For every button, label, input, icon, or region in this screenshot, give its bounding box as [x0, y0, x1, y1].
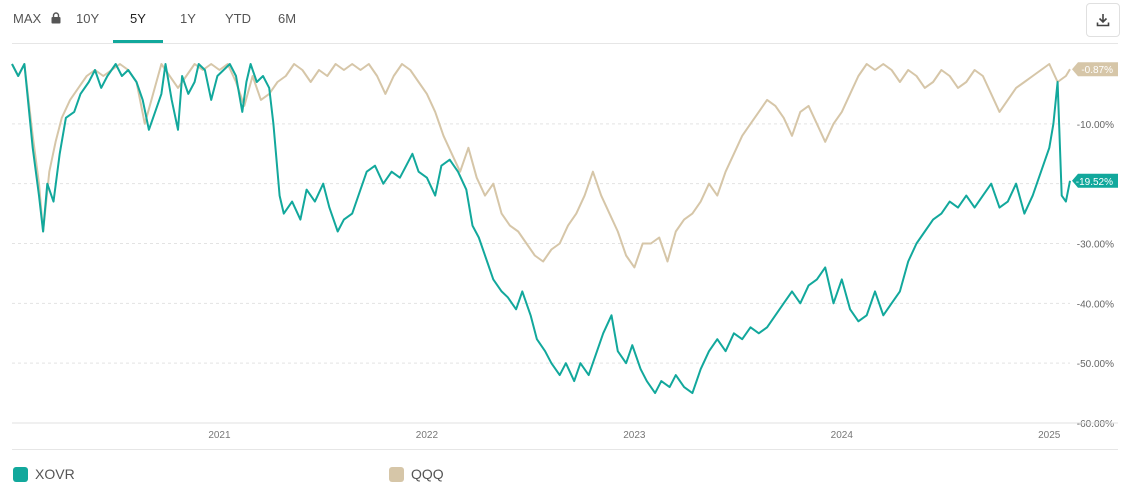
- x-tick-label: 2024: [831, 430, 854, 441]
- end-badge-xovr: [1072, 173, 1118, 188]
- y-tick-label: -60.00%: [1077, 419, 1114, 430]
- x-tick-label: 2022: [416, 430, 439, 441]
- x-tick-label: 2023: [623, 430, 646, 441]
- y-tick-label: -30.00%: [1077, 240, 1114, 251]
- x-tick-label: 2021: [208, 430, 231, 441]
- tab-5y[interactable]: 5Y: [130, 11, 146, 26]
- tab-max[interactable]: MAX: [13, 11, 42, 26]
- active-tab-indicator: [113, 40, 163, 43]
- legend-label-qqq: QQQ: [411, 466, 444, 482]
- legend-swatch-xovr: [13, 467, 28, 482]
- legend-divider: [12, 449, 1118, 450]
- end-label-qqq: -0.87%: [1081, 65, 1113, 76]
- x-tick-label: 2025: [1038, 430, 1061, 441]
- header-divider: [12, 43, 1118, 44]
- legend-label-xovr: XOVR: [35, 466, 75, 482]
- timeframe-tabs: MAX 10Y 5Y 1Y YTD 6M: [0, 0, 1132, 44]
- y-tick-label: -50.00%: [1077, 359, 1114, 370]
- end-label-xovr: -19.52%: [1076, 177, 1113, 188]
- download-icon: [1096, 14, 1110, 27]
- download-button[interactable]: [1086, 3, 1120, 37]
- tab-10y[interactable]: 10Y: [76, 11, 100, 26]
- legend-swatch-qqq: [389, 467, 404, 482]
- performance-chart: -10.00%-20.00%-30.00%-40.00%-50.00%-60.0…: [11, 62, 1118, 441]
- lock-icon: [51, 12, 61, 24]
- end-badge-qqq: [1072, 62, 1118, 77]
- tab-1y[interactable]: 1Y: [180, 11, 196, 26]
- legend-item-qqq[interactable]: QQQ: [389, 466, 444, 482]
- y-tick-label: -40.00%: [1077, 299, 1114, 310]
- y-tick-label: -10.00%: [1077, 120, 1114, 131]
- series-line-xovr: [11, 63, 1071, 395]
- series-line-qqq: [11, 63, 1071, 269]
- tab-6m[interactable]: 6M: [278, 11, 297, 26]
- legend-item-xovr[interactable]: XOVR: [13, 466, 75, 482]
- tab-ytd[interactable]: YTD: [225, 11, 251, 26]
